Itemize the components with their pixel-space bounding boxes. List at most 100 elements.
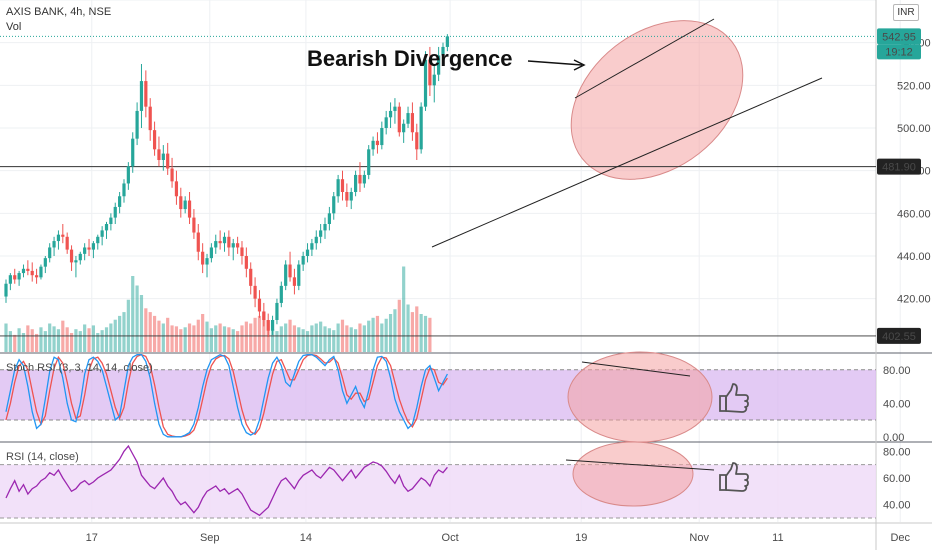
volume-bar — [166, 317, 170, 352]
candle-body — [432, 74, 436, 86]
volume-bar — [148, 312, 152, 352]
candle-body — [65, 236, 69, 250]
candle-body — [270, 320, 275, 331]
volume-bar — [135, 285, 139, 352]
volume-bar — [91, 325, 95, 352]
volume-bar — [257, 315, 262, 352]
price-badges: 542.95 19:12 481.90 402.55 — [877, 28, 921, 344]
candle-body — [161, 153, 165, 160]
volume-bar — [262, 312, 266, 352]
volume-bar — [21, 333, 26, 352]
candle-body — [201, 251, 205, 265]
candle-body — [30, 270, 34, 276]
rsi-divergence-line — [565, 459, 715, 471]
candle-body — [437, 55, 441, 75]
volume-bar — [428, 317, 432, 352]
candle-body — [131, 138, 135, 167]
candle-body — [139, 81, 144, 111]
candle-body — [305, 249, 310, 256]
time-tick-label: 19 — [575, 532, 587, 544]
candle-body — [244, 256, 248, 269]
candle-body — [118, 196, 122, 207]
volume-bar — [122, 312, 126, 352]
volume-bar — [336, 323, 340, 352]
candle-body — [174, 181, 179, 197]
candle-body — [375, 140, 380, 146]
annotation-arrow-head — [573, 59, 586, 71]
volume-bar — [371, 317, 375, 352]
volume-bar — [332, 330, 336, 352]
level-lower-badge-bg — [877, 327, 921, 344]
rsi-divergence-ellipse — [572, 441, 694, 507]
stoch-k-line — [5, 353, 448, 438]
candle-body — [257, 298, 262, 312]
price-tick-label: 460.00 — [897, 208, 931, 220]
candle-body — [336, 179, 340, 197]
volume-bar — [279, 326, 283, 352]
candle-body — [78, 253, 82, 261]
candle-body — [292, 277, 297, 286]
volume-bar — [161, 323, 165, 352]
volume-bar — [174, 326, 179, 352]
volume-bar — [397, 299, 401, 352]
candle-body — [384, 117, 388, 128]
candle-body — [288, 264, 292, 278]
candle-body — [8, 275, 12, 284]
rsi-line — [5, 444, 448, 517]
volume-bar — [39, 327, 43, 352]
volume-bar — [118, 315, 122, 352]
volume-bar — [30, 329, 34, 352]
volume-bar — [65, 327, 69, 352]
volume-bar — [292, 325, 297, 352]
volume-bar — [87, 328, 91, 352]
candle-body — [61, 234, 65, 237]
candle-body — [402, 123, 406, 133]
candle-body — [179, 196, 183, 210]
volume-bar — [388, 314, 393, 352]
time-tick-label: Sep — [200, 532, 220, 544]
volume-bar — [423, 315, 428, 352]
price-tick-label: 520.00 — [897, 80, 931, 92]
candle-body — [393, 106, 397, 111]
candle-body — [214, 241, 218, 248]
candle-body — [354, 174, 358, 192]
stoch-divergence-ellipse — [567, 351, 713, 443]
thumb-hand — [725, 383, 749, 413]
horizontal-levels — [0, 35, 876, 337]
level-lower-badge: 402.55 — [882, 331, 916, 343]
candle-body — [56, 234, 61, 242]
candle-body — [419, 106, 423, 150]
volume-bar — [402, 266, 406, 352]
volume-bar — [244, 321, 248, 352]
rsi-band — [0, 464, 876, 518]
candle-body — [423, 59, 428, 107]
candle-body — [415, 132, 419, 150]
volume-bar — [187, 323, 192, 352]
candle-body — [205, 258, 209, 265]
candle-body — [4, 283, 8, 297]
volume-bar — [209, 328, 213, 352]
volume-bar — [109, 323, 113, 352]
volume-bar — [104, 327, 109, 352]
price-axes: 420.00440.00460.00480.00500.00520.00540.… — [6, 38, 931, 544]
volume-bar — [419, 314, 423, 352]
volume-bar — [284, 323, 288, 352]
candle-body — [96, 236, 100, 244]
rsi-title: RSI (14, close) — [6, 451, 79, 463]
time-tick-label: Nov — [689, 532, 709, 544]
annotations: Bearish Divergence — [307, 46, 749, 492]
volume-bar — [275, 331, 279, 352]
candle-body — [310, 243, 314, 250]
last-price-badge-bg — [877, 28, 921, 45]
candle-body — [388, 110, 393, 118]
countdown-badge-bg — [877, 44, 921, 60]
candle-body — [332, 196, 336, 214]
time-tick-label: Dec — [890, 532, 910, 544]
currency-button[interactable]: INR — [893, 4, 919, 21]
candle-body — [148, 106, 152, 131]
candle-body — [196, 232, 200, 252]
candle-body — [406, 113, 410, 124]
candle-body — [209, 247, 213, 259]
candle-body — [126, 166, 130, 184]
chart-header: AXIS BANK, 4h, NSE Vol — [6, 5, 111, 35]
